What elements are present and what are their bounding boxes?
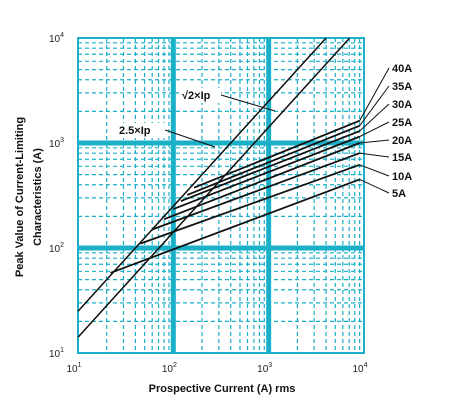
series-line-40A	[193, 119, 360, 189]
plot-frame	[77, 37, 365, 354]
y-tick-label: 104	[49, 32, 64, 45]
series-leader-35A	[359, 85, 390, 127]
grid-line-vertical-major	[266, 38, 272, 353]
y-axis-title-line-1: Peak Value of Current-Limiting	[14, 117, 26, 277]
y-tick-label: 102	[49, 242, 64, 255]
series-label-35A: 35A	[392, 81, 412, 93]
y-tick-label: 103	[49, 137, 64, 150]
series-line-30A	[180, 130, 360, 202]
series-label-25A: 25A	[392, 117, 412, 129]
series-leader-5A	[359, 178, 390, 194]
reference-label-sqrt2-ip: √2×Ip	[179, 88, 221, 103]
series-line-10A	[139, 163, 360, 245]
series-label-20A: 20A	[392, 135, 412, 147]
reference-label-bg	[116, 123, 166, 138]
series-label-30A: 30A	[392, 99, 412, 111]
reference-leader-line	[220, 94, 276, 112]
series-label-15A: 15A	[392, 152, 412, 164]
series-leader-30A	[359, 103, 390, 132]
grid-line-vertical-major	[170, 38, 176, 353]
x-tick-label: 102	[162, 362, 177, 375]
reference-label-bg	[179, 88, 221, 103]
series-line-15A	[151, 152, 360, 231]
series-leader-25A	[359, 121, 390, 138]
reference-leader-line	[165, 129, 216, 148]
series-line-25A	[173, 135, 360, 210]
series-leader-15A	[359, 152, 390, 158]
series-leader-10A	[359, 164, 390, 177]
y-axis-title-line-2: Characteristics (A)	[32, 148, 44, 246]
series-line-35A	[186, 124, 360, 196]
series-line-20A	[163, 142, 360, 221]
series-line-5A	[110, 178, 360, 274]
reference-label-text: √2×Ip	[182, 90, 211, 102]
tick-labels: 101 102 103 104 101 102 103 104	[49, 32, 368, 375]
y-tick-label: 101	[49, 347, 64, 360]
series-leader-20A	[359, 139, 390, 144]
series-label-10A: 10A	[392, 171, 412, 183]
reference-lines: √2×Ip 2.5×Ip	[77, 37, 351, 338]
plot-border	[77, 37, 365, 354]
reference-label-2-5-ip: 2.5×Ip	[116, 123, 166, 138]
grid-line-horizontal-major	[78, 245, 364, 251]
series-leader-40A	[359, 67, 390, 121]
x-tick-label: 103	[257, 362, 272, 375]
x-tick-label: 101	[66, 362, 81, 375]
series-label-40A: 40A	[392, 63, 412, 75]
grid-line-horizontal-major	[78, 140, 364, 146]
reference-line-2-5-ip	[77, 37, 327, 312]
series-label-5A: 5A	[392, 188, 406, 200]
grid	[78, 38, 364, 353]
series-lines: 40A 35A 30A 25A 20A 15A 10A 5A	[110, 63, 412, 274]
y-axis-title: Peak Value of Current-Limiting Character…	[14, 117, 44, 277]
reference-label-text: 2.5×Ip	[119, 125, 151, 137]
x-tick-label: 104	[352, 362, 367, 375]
x-axis-title: Prospective Current (A) rms	[149, 383, 296, 395]
